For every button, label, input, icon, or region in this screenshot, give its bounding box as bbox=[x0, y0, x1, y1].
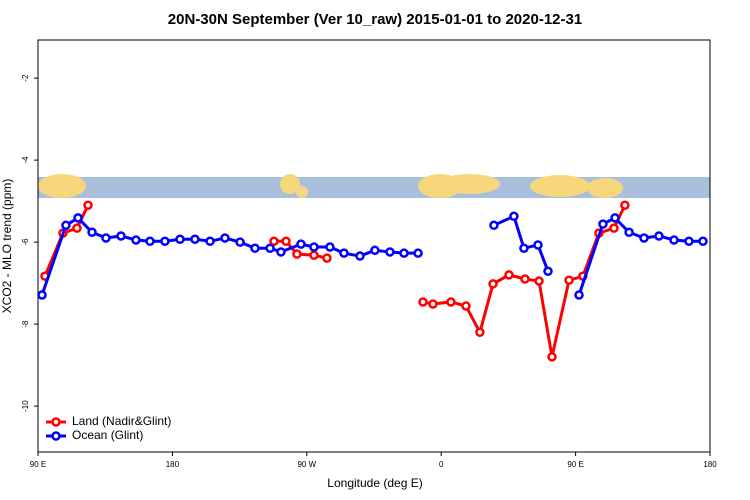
point bbox=[325, 242, 335, 252]
point bbox=[309, 250, 319, 260]
map-strip bbox=[38, 174, 710, 198]
point bbox=[72, 223, 82, 233]
point bbox=[399, 248, 409, 258]
point bbox=[504, 270, 514, 280]
point bbox=[475, 327, 485, 338]
point bbox=[220, 233, 230, 243]
point bbox=[73, 213, 83, 223]
point bbox=[624, 227, 634, 238]
point bbox=[250, 243, 260, 254]
legend-marker bbox=[51, 431, 61, 441]
x-tick-label: 0 bbox=[439, 460, 444, 469]
point bbox=[654, 231, 664, 241]
y-tick-label: -2 bbox=[21, 74, 30, 82]
x-tick-label: 90 W bbox=[297, 460, 316, 469]
point bbox=[488, 279, 498, 289]
y-tick-label: -6 bbox=[21, 238, 30, 246]
point bbox=[519, 243, 529, 254]
point bbox=[101, 233, 111, 243]
point bbox=[83, 200, 93, 210]
point bbox=[698, 236, 708, 247]
point bbox=[145, 236, 155, 247]
chart-title: 20N-30N September (Ver 10_raw) 2015-01-0… bbox=[168, 11, 582, 28]
point bbox=[489, 220, 499, 231]
point bbox=[428, 299, 438, 309]
point bbox=[116, 231, 126, 241]
point bbox=[418, 297, 428, 307]
y-tick-label: -4 bbox=[21, 156, 30, 164]
x-tick-label: 90 E bbox=[30, 460, 46, 469]
point bbox=[370, 245, 380, 256]
point bbox=[87, 227, 97, 238]
point bbox=[309, 242, 319, 252]
point bbox=[190, 234, 200, 244]
point bbox=[322, 253, 332, 263]
point bbox=[609, 223, 619, 233]
point bbox=[205, 236, 215, 247]
point bbox=[610, 213, 620, 223]
point bbox=[509, 211, 519, 222]
point bbox=[564, 275, 574, 285]
point bbox=[131, 235, 141, 245]
point bbox=[339, 248, 349, 258]
point bbox=[37, 290, 47, 300]
point bbox=[520, 274, 530, 284]
plot-frame bbox=[37, 39, 711, 453]
point bbox=[534, 276, 544, 286]
point bbox=[385, 247, 395, 257]
point bbox=[413, 248, 423, 258]
point bbox=[547, 352, 557, 362]
point bbox=[533, 240, 543, 250]
point bbox=[598, 219, 608, 229]
point bbox=[620, 200, 630, 210]
y-axis-label: XCO2 - MLO trend (ppm) bbox=[0, 179, 14, 314]
point bbox=[175, 234, 185, 244]
point bbox=[281, 236, 291, 247]
point bbox=[235, 237, 245, 247]
point bbox=[296, 239, 306, 249]
x-tick-label: 90 E bbox=[567, 460, 583, 469]
y-tick-label: -10 bbox=[21, 400, 30, 412]
point bbox=[684, 236, 694, 247]
point bbox=[461, 301, 471, 311]
legend-marker bbox=[51, 417, 61, 427]
point bbox=[639, 233, 649, 243]
point bbox=[669, 235, 679, 245]
x-axis-label: Longitude (deg E) bbox=[327, 476, 422, 490]
point bbox=[355, 251, 365, 261]
point bbox=[265, 243, 275, 254]
point bbox=[269, 236, 279, 247]
point bbox=[292, 249, 302, 259]
x-tick-label: 180 bbox=[166, 460, 180, 469]
point bbox=[160, 236, 170, 247]
point bbox=[446, 297, 456, 307]
point bbox=[543, 266, 553, 276]
y-tick-label: -8 bbox=[21, 320, 30, 328]
legend-label: Land (Nadir&Glint) bbox=[72, 414, 171, 428]
point bbox=[61, 220, 71, 231]
x-tick-label: 180 bbox=[703, 460, 717, 469]
legend-label: Ocean (Glint) bbox=[72, 428, 143, 442]
point bbox=[574, 290, 584, 300]
point bbox=[276, 247, 286, 257]
